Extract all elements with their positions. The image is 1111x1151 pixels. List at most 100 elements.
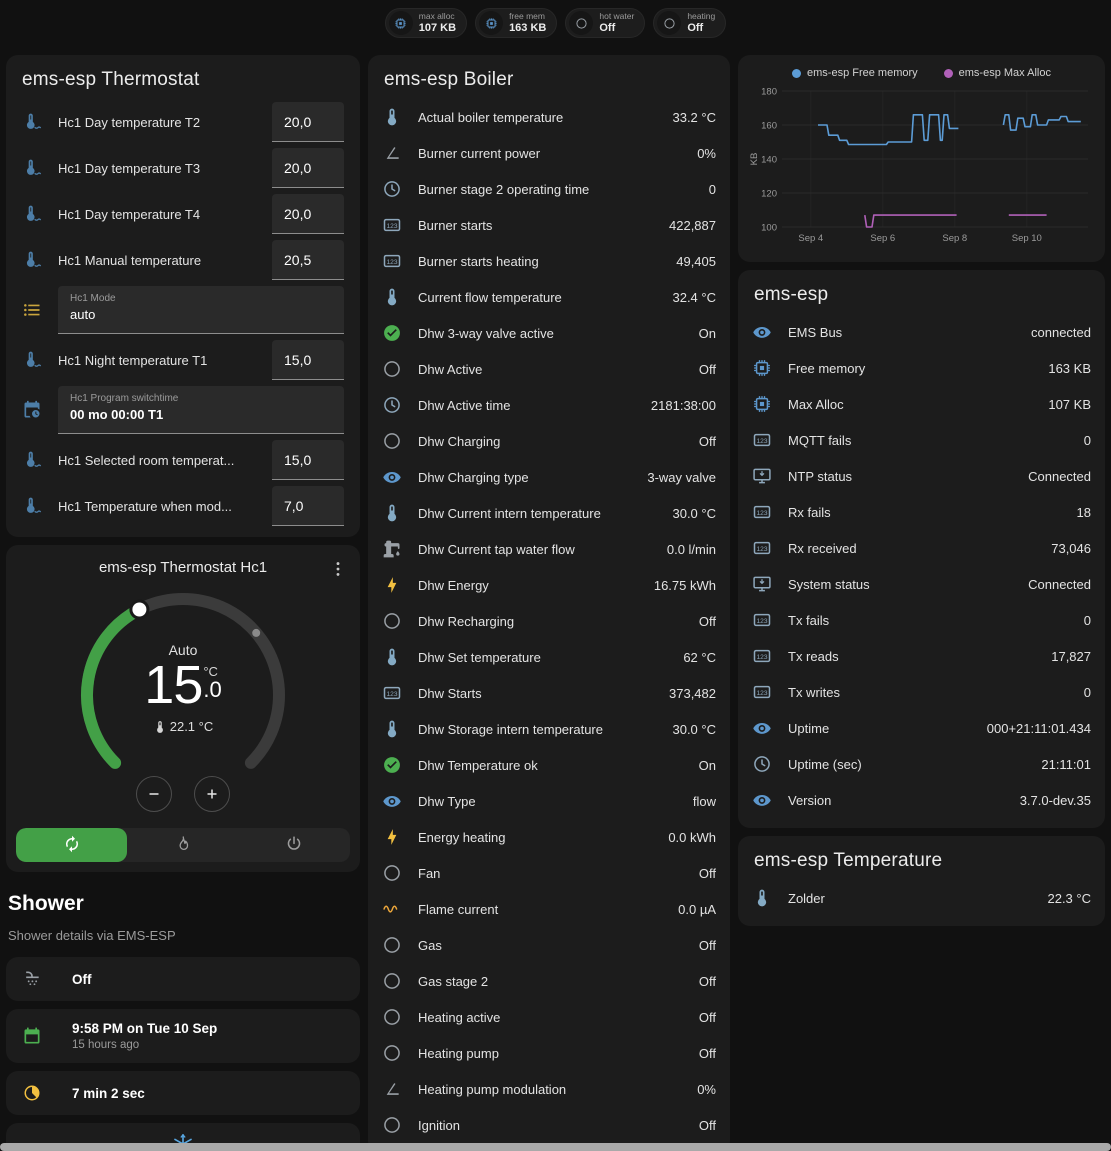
dial-readout: Auto 15 °C .0 22.1 °C: [68, 580, 298, 810]
entity-row[interactable]: Gas stage 2 Off: [382, 963, 716, 999]
entity-row[interactable]: Dhw Active time 2181:38:00: [382, 387, 716, 423]
badge-heating[interactable]: heating Off: [653, 8, 727, 38]
entity-row[interactable]: 123 Rx received 73,046: [752, 530, 1091, 566]
entity-row[interactable]: 123 Burner starts heating 49,405: [382, 243, 716, 279]
entity-row[interactable]: Max Alloc 107 KB: [752, 386, 1091, 422]
entity-row[interactable]: Dhw Active Off: [382, 351, 716, 387]
legend-item[interactable]: ems-esp Max Alloc: [943, 67, 1051, 79]
entity-label: Dhw Temperature ok: [418, 757, 538, 773]
entity-row[interactable]: Flame current 0.0 µA: [382, 891, 716, 927]
badge-label: hot water: [599, 10, 635, 21]
legend-item[interactable]: ems-esp Free memory: [792, 67, 918, 79]
entity-row[interactable]: Actual boiler temperature 33.2 °C: [382, 99, 716, 135]
emsesp-status-card: ems-esp EMS Bus connected Free memory 16…: [738, 270, 1105, 828]
counter-icon: 123: [752, 610, 774, 630]
number-input[interactable]: 20,0: [272, 102, 344, 142]
entity-row[interactable]: Heating active Off: [382, 999, 716, 1035]
entity-row[interactable]: 123 Tx writes 0: [752, 674, 1091, 710]
entity-row[interactable]: Current flow temperature 32.4 °C: [382, 279, 716, 315]
entity-row[interactable]: Uptime (sec) 21:11:01: [752, 746, 1091, 782]
entity-row[interactable]: Dhw Set temperature 62 °C: [382, 639, 716, 675]
entity-row[interactable]: Dhw Recharging Off: [382, 603, 716, 639]
water-thermometer-icon: [22, 158, 44, 178]
shower-detail-row[interactable]: 7 min 2 sec: [6, 1071, 360, 1115]
counter-icon: 123: [752, 430, 774, 450]
number-input[interactable]: 20,5: [272, 240, 344, 280]
entity-row[interactable]: Dhw Type flow: [382, 783, 716, 819]
badge-hot-water[interactable]: hot water Off: [565, 8, 646, 38]
chip-icon: [752, 358, 774, 378]
entity-label: Heating pump modulation: [418, 1081, 567, 1097]
hvac-mode-power-button[interactable]: [239, 828, 350, 862]
entity-row[interactable]: Dhw Current tap water flow 0.0 l/min: [382, 531, 716, 567]
number-input[interactable]: 15,0: [272, 340, 344, 380]
shower-detail-row[interactable]: Off: [6, 957, 360, 1001]
text-input[interactable]: Hc1 Program switchtime 00 mo 00:00 T1: [58, 386, 344, 434]
entity-row[interactable]: 123 Tx reads 17,827: [752, 638, 1091, 674]
shower-detail-row[interactable]: 9:58 PM on Tue 10 Sep 15 hours ago: [6, 1009, 360, 1063]
entity-label: System status: [788, 576, 870, 592]
select-input[interactable]: Hc1 Mode auto: [58, 286, 344, 334]
entity-value: On: [698, 757, 716, 773]
entity-row[interactable]: Burner stage 2 operating time 0: [382, 171, 716, 207]
svg-text:123: 123: [756, 438, 767, 445]
entity-row[interactable]: 123 Tx fails 0: [752, 602, 1091, 638]
check-circle-icon: [382, 323, 404, 343]
entity-row[interactable]: 123 MQTT fails 0: [752, 422, 1091, 458]
entity-row[interactable]: Dhw Storage intern temperature 30.0 °C: [382, 711, 716, 747]
decrease-temp-button[interactable]: [136, 776, 172, 812]
entity-row[interactable]: System status Connected: [752, 566, 1091, 602]
entity-value: 62 °C: [683, 649, 716, 665]
entity-row[interactable]: NTP status Connected: [752, 458, 1091, 494]
entity-value: 16.75 kWh: [653, 577, 716, 593]
entity-row[interactable]: Zolder 22.3 °C: [752, 880, 1091, 916]
chip-icon: [388, 11, 413, 35]
middle-column: ems-esp Boiler Actual boiler temperature…: [368, 55, 730, 1151]
badge-free-mem[interactable]: free mem 163 KB: [475, 8, 558, 38]
entity-row[interactable]: Dhw Temperature ok On: [382, 747, 716, 783]
entity-label: Uptime: [788, 720, 830, 736]
entity-label: Tx writes: [788, 684, 840, 700]
dial-arc[interactable]: [68, 580, 298, 810]
entity-value: 107 KB: [1048, 396, 1091, 412]
power-icon: [285, 835, 303, 856]
badge-max-alloc[interactable]: max alloc 107 KB: [384, 8, 468, 38]
number-input[interactable]: 20,0: [272, 148, 344, 188]
entity-row[interactable]: EMS Bus connected: [752, 314, 1091, 350]
entity-row: Hc1 Day temperature T3 20,0: [22, 145, 344, 191]
entity-row[interactable]: Dhw Current intern temperature 30.0 °C: [382, 495, 716, 531]
entity-row[interactable]: Dhw Energy 16.75 kWh: [382, 567, 716, 603]
more-options-icon[interactable]: [324, 555, 352, 586]
entity-row[interactable]: Heating pump modulation 0%: [382, 1071, 716, 1107]
entity-row[interactable]: Fan Off: [382, 855, 716, 891]
entity-row[interactable]: 123 Burner starts 422,887: [382, 207, 716, 243]
entity-value: 0.0 µA: [678, 901, 716, 917]
entity-row[interactable]: Free memory 163 KB: [752, 350, 1091, 386]
entity-label: Max Alloc: [788, 396, 844, 412]
number-input[interactable]: 7,0: [272, 486, 344, 526]
entity-row[interactable]: Energy heating 0.0 kWh: [382, 819, 716, 855]
entity-row[interactable]: 123 Dhw Starts 373,482: [382, 675, 716, 711]
number-input[interactable]: 15,0: [272, 440, 344, 480]
entity-row[interactable]: Dhw 3-way valve active On: [382, 315, 716, 351]
entity-row[interactable]: 123 Rx fails 18: [752, 494, 1091, 530]
water-thermometer-icon: [22, 250, 44, 270]
entity-row[interactable]: Burner current power 0%: [382, 135, 716, 171]
hvac-mode-autorenew-button[interactable]: [16, 828, 128, 862]
entity-row[interactable]: Dhw Charging Off: [382, 423, 716, 459]
increase-temp-button[interactable]: [194, 776, 230, 812]
entity-row[interactable]: Version 3.7.0-dev.35: [752, 782, 1091, 818]
entity-row[interactable]: Dhw Charging type 3-way valve: [382, 459, 716, 495]
card-title: ems-esp Thermostat: [22, 69, 200, 90]
entity-row[interactable]: Gas Off: [382, 927, 716, 963]
thermostat-dial[interactable]: Auto 15 °C .0 22.1 °C: [68, 580, 298, 810]
entity-value: Off: [698, 1009, 716, 1025]
badge-label: max alloc: [418, 10, 455, 21]
horizontal-scrollbar[interactable]: [0, 1143, 1111, 1151]
entity-label: Dhw Current intern temperature: [418, 505, 601, 521]
entity-row[interactable]: Ignition Off: [382, 1107, 716, 1143]
entity-row[interactable]: Heating pump Off: [382, 1035, 716, 1071]
hvac-mode-flame-button[interactable]: [127, 828, 238, 862]
number-input[interactable]: 20,0: [272, 194, 344, 234]
entity-row[interactable]: Uptime 000+21:11:01.434: [752, 710, 1091, 746]
